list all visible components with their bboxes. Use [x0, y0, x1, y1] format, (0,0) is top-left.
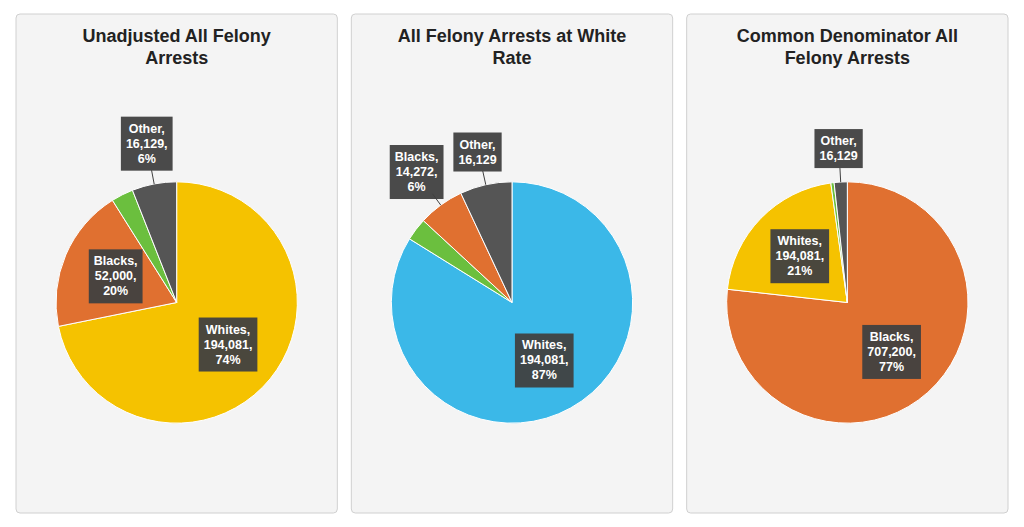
data-label-box — [390, 145, 444, 199]
data-label: Other,16,129,6% — [121, 117, 173, 171]
data-label-box — [89, 249, 143, 303]
data-label-box — [515, 333, 574, 387]
data-label-text: Other,16,129 — [819, 134, 857, 163]
chart-root: Unadjusted All FelonyArrests Whites,194,0… — [0, 0, 1024, 527]
pie-slice — [727, 182, 968, 423]
data-label-text: Other,16,129,6% — [126, 122, 168, 166]
leader-line — [839, 168, 841, 182]
data-labels: Blacks,707,200,77% Whites,194,081,21% Othe… — [770, 129, 921, 379]
panel: Common Denominator AllFelony Arrests Blac… — [687, 14, 1008, 513]
data-label: Whites,194,081,87% — [515, 333, 574, 387]
data-label: Whites,194,081,74% — [199, 318, 258, 372]
data-label-text: Blacks,707,200,77% — [867, 330, 916, 374]
chart-title: Common Denominator AllFelony Arrests — [737, 26, 958, 68]
data-label-box — [770, 229, 829, 283]
data-label: Other,16,129 — [814, 129, 862, 168]
panel: All Felony Arrests at WhiteRate Whites,19… — [351, 14, 672, 513]
panel-background — [16, 14, 337, 513]
data-label-text: Whites,194,081,87% — [520, 338, 569, 382]
data-label-text: Whites,194,081,21% — [775, 234, 824, 278]
pie-slice — [461, 182, 512, 303]
panel: Unadjusted All FelonyArrests Whites,194,0… — [16, 14, 337, 513]
data-label-text: Other,16,129 — [458, 138, 496, 167]
data-label-box — [814, 129, 862, 168]
pie — [56, 182, 297, 423]
leader-line — [152, 170, 155, 184]
data-label-text: Blacks,52,000,20% — [94, 254, 138, 298]
pie-slice — [834, 182, 847, 303]
panel-background — [687, 14, 1008, 513]
pie-slice — [727, 183, 847, 303]
pie-slice — [391, 182, 632, 423]
data-label-box — [453, 133, 501, 172]
data-label-box — [862, 325, 921, 379]
data-label-text: Blacks,14,272,6% — [395, 150, 439, 194]
data-label: Other,16,129 — [453, 133, 501, 172]
pie-slice — [831, 183, 848, 303]
data-label-box — [121, 117, 173, 171]
data-label-text: Whites,194,081,74% — [204, 323, 253, 367]
panel-background — [351, 14, 672, 513]
data-labels: Whites,194,081,87% Blacks,14,272,6% Other,… — [390, 133, 574, 388]
data-label-box — [199, 318, 258, 372]
chart-title: Unadjusted All FelonyArrests — [82, 26, 270, 68]
data-label: Blacks,52,000,20% — [89, 249, 143, 303]
data-labels: Whites,194,081,74% Blacks,52,000,20% Other… — [89, 117, 258, 372]
pie — [727, 182, 968, 423]
leader-line — [483, 171, 486, 185]
data-label: Blacks,14,272,6% — [390, 145, 444, 199]
data-label: Whites,194,081,21% — [770, 229, 829, 283]
data-label: Blacks,707,200,77% — [862, 325, 921, 379]
pie — [391, 182, 632, 423]
chart-title: All Felony Arrests at WhiteRate — [398, 26, 626, 68]
